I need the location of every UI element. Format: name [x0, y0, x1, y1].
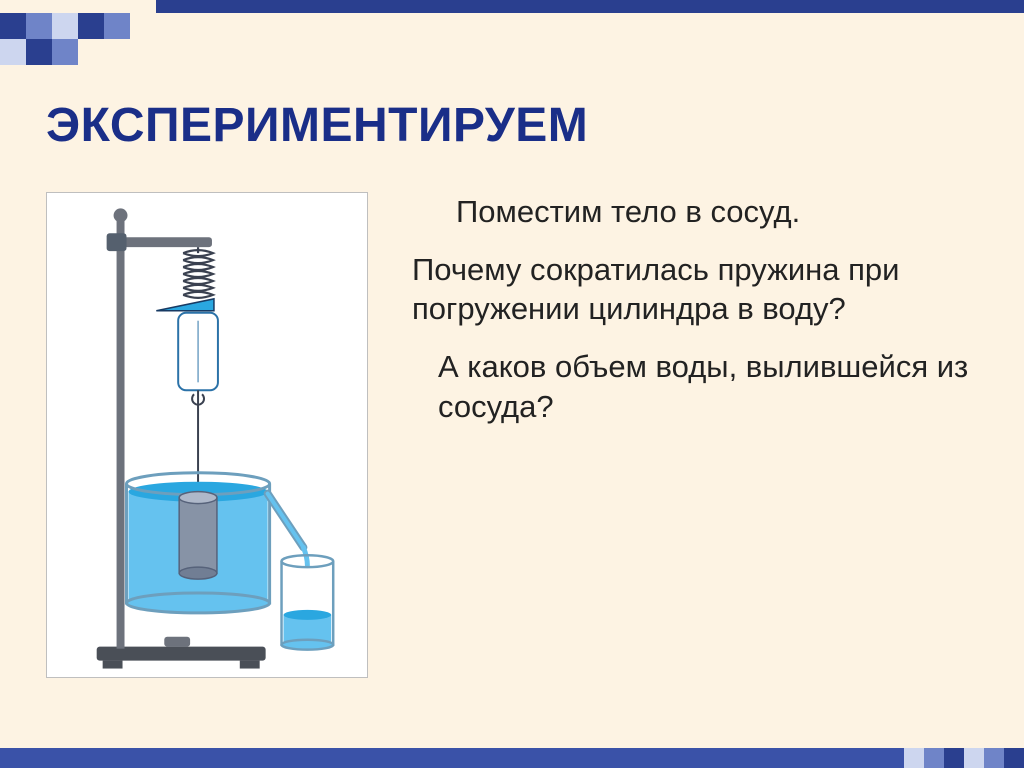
- paragraph-2: Почему сократилась пружина при погружени…: [412, 250, 984, 329]
- content-row: Поместим тело в сосуд. Почему сократилас…: [46, 192, 984, 678]
- paragraph-3: А каков объем воды, вылившейся из сосуда…: [412, 347, 984, 426]
- top-accent-bar: [0, 0, 1024, 13]
- apparatus-svg: [47, 193, 367, 677]
- top-corner-squares-row2: [0, 39, 78, 65]
- bottom-accent-bar: [0, 748, 1024, 768]
- top-corner-squares: [0, 13, 130, 39]
- paragraph-1: Поместим тело в сосуд.: [412, 192, 984, 232]
- body-text: Поместим тело в сосуд. Почему сократилас…: [412, 192, 984, 678]
- slide-title: ЭКСПЕРИМЕНТИРУЕМ: [46, 98, 588, 153]
- experiment-diagram: [46, 192, 368, 678]
